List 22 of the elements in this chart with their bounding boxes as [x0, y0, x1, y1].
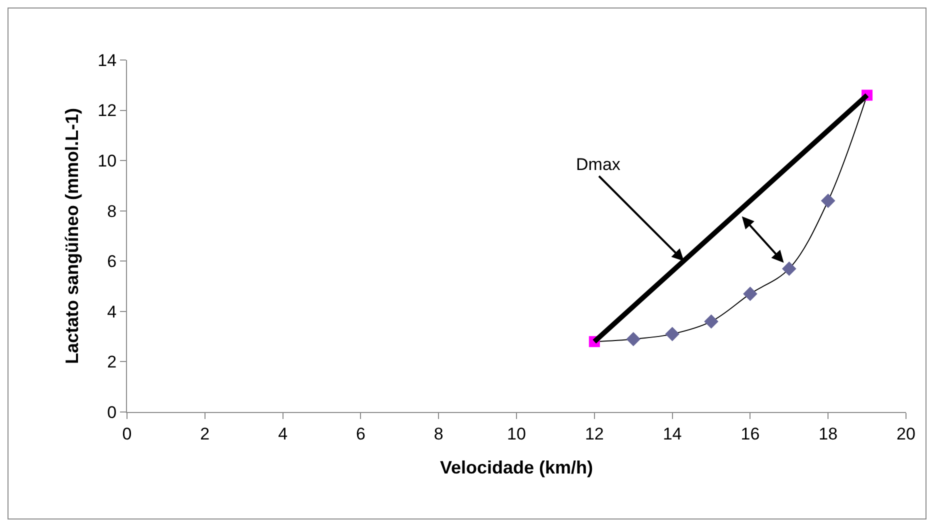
- x-tick-label: 18: [818, 424, 838, 444]
- x-tick-label: 20: [896, 424, 916, 444]
- y-tick-label: 0: [107, 402, 117, 422]
- x-axis-title: Velocidade (km/h): [440, 458, 594, 478]
- y-tick-label: 10: [98, 152, 117, 171]
- x-tick-label: 0: [122, 424, 132, 444]
- x-tick-label: 12: [584, 424, 604, 444]
- y-tick-label: 6: [107, 252, 117, 272]
- y-tick-label: 2: [107, 352, 117, 372]
- x-tick-label: 6: [356, 424, 366, 444]
- x-tick-label: 14: [662, 424, 682, 444]
- x-tick-label: 10: [507, 424, 526, 444]
- x-tick-label: 4: [278, 424, 288, 444]
- annotation: Dmax: [576, 155, 621, 174]
- y-tick-label: 14: [98, 50, 117, 70]
- y-tick-label: 12: [98, 101, 117, 120]
- x-tick-label: 16: [740, 424, 760, 444]
- y-axis-title: Lactato sangüíneo (mmol.L-1): [62, 108, 82, 364]
- y-tick-label: 4: [107, 302, 117, 322]
- x-tick-label: 8: [434, 424, 444, 444]
- y-tick-label: 8: [107, 202, 117, 221]
- x-tick-label: 2: [200, 424, 210, 444]
